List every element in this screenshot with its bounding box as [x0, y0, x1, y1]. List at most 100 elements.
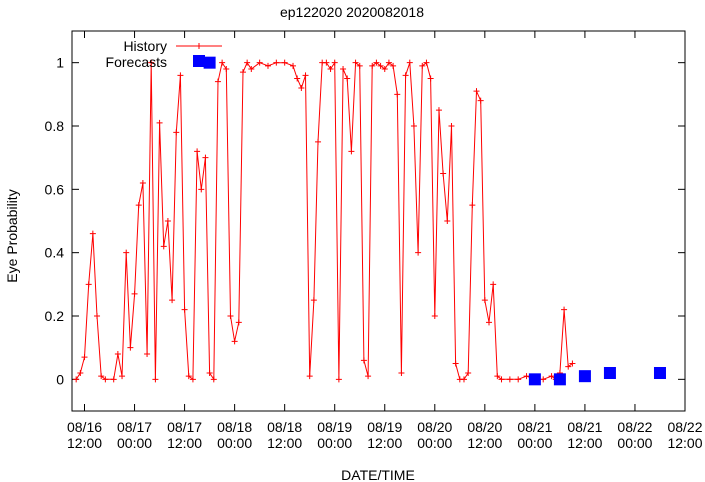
history-point: [227, 313, 234, 319]
x-tick-time: 00:00: [517, 435, 552, 451]
history-point: [181, 306, 188, 313]
history-point: [427, 75, 434, 82]
history-point: [81, 354, 88, 361]
history-point: [352, 59, 359, 66]
history-line: [75, 61, 573, 381]
history-point: [77, 370, 84, 376]
history-point: [402, 72, 409, 79]
history-point: [102, 376, 109, 383]
history-point: [481, 297, 488, 304]
history-point: [194, 148, 201, 155]
x-tick-time: 12:00: [67, 435, 102, 451]
history-point: [506, 376, 513, 383]
history-point: [486, 319, 493, 326]
history-point: [356, 62, 363, 69]
history-point: [569, 360, 576, 367]
history-point: [189, 376, 196, 383]
legend-history-marker: [196, 43, 202, 49]
history-point: [298, 85, 305, 91]
history-point: [390, 62, 397, 69]
history-point: [444, 218, 451, 224]
history-point: [244, 59, 251, 66]
history-point: [565, 363, 572, 370]
history-point: [248, 66, 255, 72]
history-point: [419, 62, 426, 69]
x-tick-time: 00:00: [317, 435, 352, 451]
history-point: [202, 154, 209, 161]
x-tick-time: 00:00: [217, 435, 252, 451]
forecast-point: [528, 373, 541, 386]
history-point: [498, 376, 505, 383]
history-point: [335, 376, 342, 383]
history-point: [148, 59, 155, 66]
forecast-point: [578, 370, 591, 383]
history-point: [465, 370, 472, 376]
legend-forecast-label: Forecasts: [106, 54, 167, 70]
history-point: [177, 72, 184, 79]
x-axis-label: DATE/TIME: [341, 467, 415, 482]
history-point: [490, 281, 497, 288]
history-point: [235, 319, 242, 326]
x-tick-time: 12:00: [367, 435, 402, 451]
x-tick-time: 12:00: [267, 435, 302, 451]
history-point: [410, 123, 417, 129]
history-point: [448, 123, 455, 129]
forecast-point: [203, 56, 216, 69]
history-point: [548, 373, 555, 380]
forecast-series: [203, 56, 666, 386]
history-point: [327, 66, 334, 72]
history-point: [331, 59, 338, 66]
y-tick-label: 1: [56, 55, 64, 71]
history-point: [164, 218, 171, 224]
history-point: [398, 370, 405, 376]
history-point: [281, 59, 288, 66]
history-point: [210, 376, 217, 383]
history-point: [94, 313, 101, 319]
y-tick-label: 0: [56, 371, 64, 387]
history-point: [561, 306, 568, 313]
history-point: [440, 170, 447, 177]
history-point: [131, 290, 138, 297]
history-point: [494, 373, 501, 380]
x-tick-time: 00:00: [617, 435, 652, 451]
history-point: [394, 91, 401, 98]
y-tick-label: 0.4: [45, 245, 65, 261]
x-tick-date: 08/18: [217, 419, 252, 435]
history-point: [139, 180, 146, 186]
history-point: [348, 148, 355, 155]
chart-title: ep122020 2020082018: [280, 4, 424, 20]
history-point: [264, 62, 271, 69]
x-tick-date: 08/18: [267, 419, 302, 435]
history-point: [415, 249, 422, 256]
history-point: [110, 376, 117, 383]
history-point: [135, 202, 142, 209]
history-point: [360, 357, 367, 364]
history-point: [315, 138, 322, 145]
history-point: [523, 373, 530, 380]
legend: History Forecasts: [106, 38, 222, 70]
history-point: [373, 59, 380, 66]
x-tick-time: 12:00: [467, 435, 502, 451]
y-tick-label: 0.6: [45, 181, 65, 197]
x-tick-time: 12:00: [667, 435, 702, 451]
history-point: [206, 370, 213, 376]
history-point: [452, 360, 459, 367]
history-point: [223, 66, 230, 72]
history-point: [344, 75, 351, 82]
y-ticks: 0 0.2 0.4 0.6 0.8 1: [45, 55, 685, 387]
history-point: [431, 313, 438, 319]
history-point: [473, 88, 480, 95]
x-tick-time: 00:00: [417, 435, 452, 451]
history-point: [460, 376, 467, 383]
x-tick-date: 08/22: [617, 419, 652, 435]
x-tick-date: 08/20: [467, 419, 502, 435]
history-point: [290, 62, 297, 69]
history-point: [369, 62, 376, 69]
history-point: [219, 59, 226, 66]
history-point: [306, 373, 313, 380]
forecast-point: [653, 367, 666, 379]
history-point: [435, 107, 442, 114]
history-point: [152, 376, 159, 383]
history-point: [144, 351, 151, 357]
x-tick-date: 08/21: [567, 419, 602, 435]
